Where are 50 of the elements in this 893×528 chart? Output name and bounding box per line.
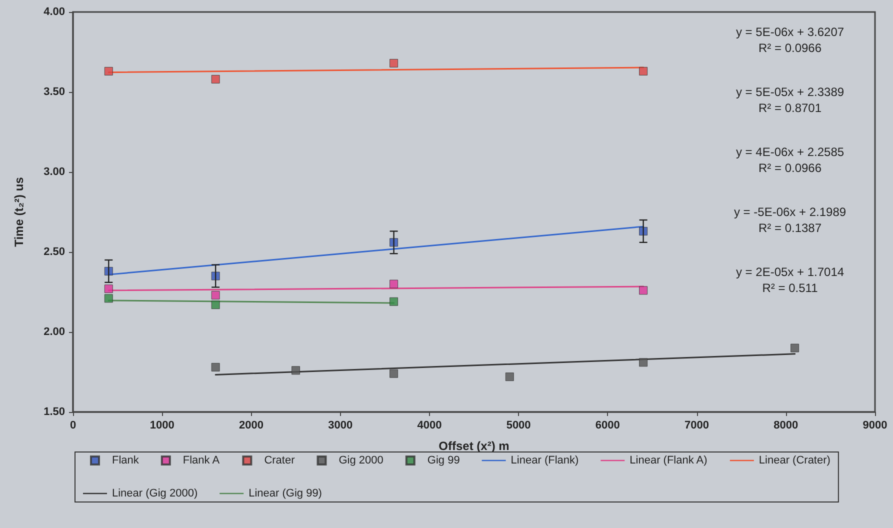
legend-label: Linear (Gig 2000) bbox=[112, 488, 198, 500]
point bbox=[104, 284, 113, 294]
point bbox=[639, 358, 648, 367]
y-tick-label: 2.50 bbox=[44, 246, 65, 258]
point bbox=[390, 369, 398, 378]
legend-label: Gig 2000 bbox=[338, 454, 384, 466]
legend-label: Linear (Crater) bbox=[758, 454, 830, 466]
legend-label: Crater bbox=[264, 454, 296, 466]
point bbox=[104, 294, 113, 303]
x-tick-label: 6000 bbox=[595, 420, 620, 432]
y-tick-label: 4.00 bbox=[44, 6, 65, 18]
x-tick-label: 8000 bbox=[774, 420, 798, 432]
x-tick-label: 0 bbox=[70, 420, 76, 432]
x-tick-label: 1000 bbox=[150, 420, 174, 432]
legend-label: Flank bbox=[112, 454, 140, 466]
x-tick-label: 3000 bbox=[328, 420, 353, 432]
x-axis-title: Offset (x²) m bbox=[438, 439, 510, 453]
point bbox=[104, 66, 113, 76]
annotation: y = 2E-05x + 1.7014 R² = 0.511 bbox=[736, 265, 844, 295]
point bbox=[211, 362, 220, 372]
annotation: y = 5E-05x + 2.3389 R² = 0.8701 bbox=[736, 85, 844, 115]
annotation: y = 4E-06x + 2.2585 R² = 0.0966 bbox=[736, 145, 844, 175]
point bbox=[390, 297, 398, 306]
legend-label: Gig 99 bbox=[427, 454, 460, 466]
point bbox=[390, 280, 398, 288]
x-tick-label: 5000 bbox=[506, 420, 531, 432]
point bbox=[390, 58, 398, 68]
point bbox=[790, 344, 800, 352]
y-tick-label: 3.00 bbox=[44, 166, 65, 178]
y-tick-label: 2.00 bbox=[44, 326, 65, 338]
x-tick-label: 2000 bbox=[238, 420, 264, 432]
legend-label: Linear (Gig 99) bbox=[248, 488, 322, 500]
y-tick-label: 3.50 bbox=[44, 86, 65, 98]
x-tick-label: 7000 bbox=[684, 420, 710, 432]
x-tick-label: 9000 bbox=[862, 420, 888, 432]
annotation: y = -5E-06x + 2.1989 R² = 0.1387 bbox=[734, 205, 846, 235]
point bbox=[211, 300, 220, 310]
legend-label: Linear (Flank A) bbox=[630, 454, 708, 466]
annotation: y = 5E-06x + 3.6207 R² = 0.0966 bbox=[736, 25, 844, 55]
point bbox=[211, 290, 220, 300]
x-tick-label: 4000 bbox=[417, 420, 442, 432]
point bbox=[211, 74, 220, 84]
point bbox=[505, 372, 514, 382]
point bbox=[639, 286, 648, 295]
legend-label: Linear (Flank) bbox=[510, 454, 579, 466]
y-tick-label: 1.50 bbox=[44, 406, 65, 418]
point bbox=[639, 66, 648, 76]
legend-label: Flank A bbox=[182, 454, 220, 466]
point bbox=[292, 366, 300, 375]
y-axis-title: Time (t₂²) us bbox=[12, 176, 26, 247]
